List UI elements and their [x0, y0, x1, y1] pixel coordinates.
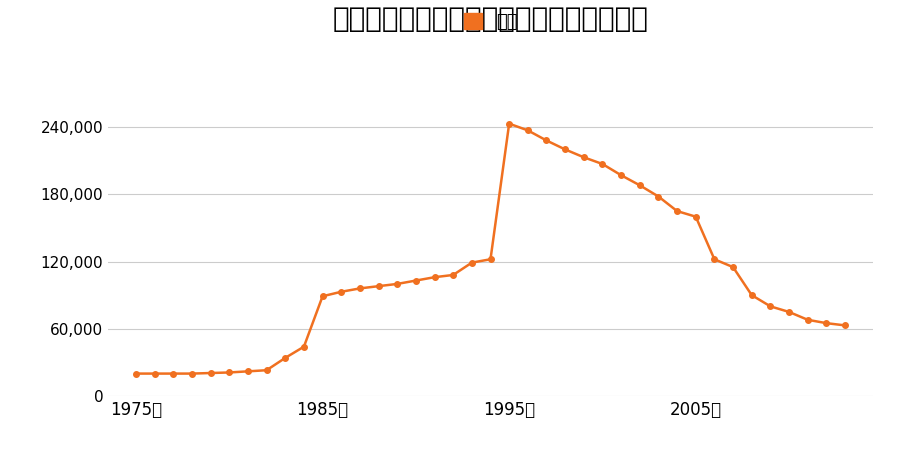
価格 — [317, 293, 328, 299]
価格 — [485, 256, 496, 262]
価格 — [130, 371, 141, 376]
価格 — [522, 128, 533, 133]
価格 — [299, 344, 310, 349]
Title: 福井県福井市春日町２１０番１の地価推移: 福井県福井市春日町２１０番１の地価推移 — [333, 5, 648, 33]
価格 — [280, 355, 291, 360]
価格 — [466, 260, 477, 265]
価格 — [149, 371, 160, 376]
価格 — [392, 281, 402, 287]
価格 — [504, 121, 515, 126]
価格 — [410, 278, 421, 283]
価格 — [802, 317, 813, 323]
価格 — [261, 368, 272, 373]
価格 — [784, 309, 795, 315]
Line: 価格: 価格 — [133, 121, 848, 376]
価格 — [168, 371, 179, 376]
価格 — [560, 147, 571, 152]
価格 — [242, 369, 253, 374]
価格 — [224, 370, 235, 375]
価格 — [374, 284, 384, 289]
価格 — [690, 214, 701, 220]
価格 — [597, 161, 608, 166]
価格 — [186, 371, 197, 376]
価格 — [616, 172, 626, 178]
価格 — [765, 304, 776, 309]
価格 — [336, 289, 346, 294]
価格 — [746, 292, 757, 298]
Legend: 価格: 価格 — [464, 13, 518, 31]
価格 — [709, 256, 720, 262]
価格 — [429, 274, 440, 280]
価格 — [579, 155, 590, 160]
価格 — [821, 320, 832, 326]
価格 — [541, 138, 552, 143]
価格 — [205, 370, 216, 376]
価格 — [671, 208, 682, 214]
価格 — [653, 194, 664, 199]
価格 — [448, 272, 459, 278]
価格 — [840, 323, 850, 328]
価格 — [634, 183, 645, 188]
価格 — [355, 286, 365, 291]
価格 — [728, 265, 739, 270]
